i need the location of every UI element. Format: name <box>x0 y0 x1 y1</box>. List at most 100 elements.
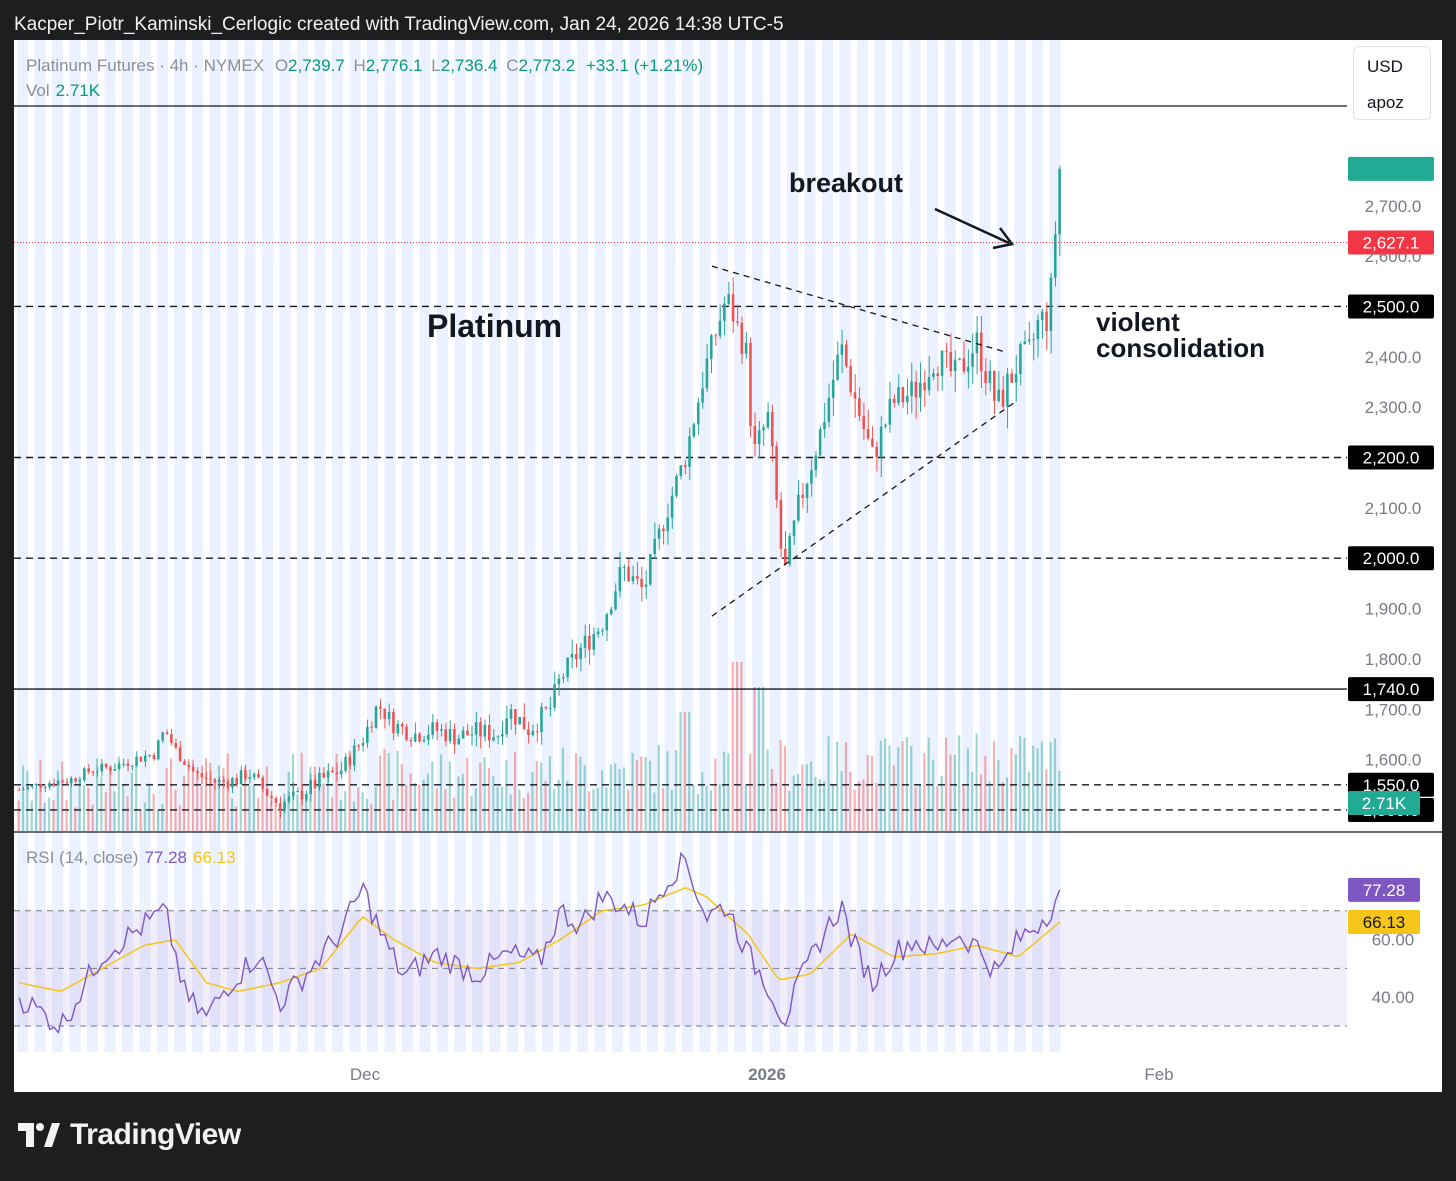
volume-bar <box>235 806 238 832</box>
candle-body <box>614 591 617 610</box>
session-band <box>227 40 238 1052</box>
candle-body <box>30 785 34 787</box>
level-tag: 2,500.0 <box>1363 297 1420 316</box>
candle-body <box>313 779 317 788</box>
volume-bar <box>627 789 630 832</box>
candle-body <box>461 730 465 739</box>
volume-bar <box>278 804 282 832</box>
candle-body <box>379 706 382 709</box>
high-value: 2,776.1 <box>365 56 423 75</box>
candle-body <box>696 402 700 425</box>
candle-body <box>945 350 948 352</box>
candle-body <box>557 678 561 685</box>
rsi-value: 77.28 <box>144 848 187 867</box>
volume-bar <box>426 773 430 832</box>
candle-body <box>971 353 974 367</box>
volume-bar <box>135 764 138 832</box>
chart-frame[interactable]: 1,600.0 1,700.0 1,800.0 1,900.0 2,000.0 2,100… <box>14 40 1442 1092</box>
candle-body <box>849 366 852 393</box>
candle-body <box>588 635 591 650</box>
volume-bar <box>836 741 839 832</box>
volume-bar <box>962 785 965 832</box>
volume-bar <box>357 787 360 832</box>
tradingview-logo[interactable]: TradingView <box>18 1118 241 1152</box>
volume-label[interactable]: Vol <box>26 81 50 100</box>
session-band <box>874 40 886 1052</box>
candle-body <box>278 803 282 811</box>
session-band <box>734 40 746 1052</box>
volume-bar <box>875 782 878 832</box>
candle-body <box>749 342 752 427</box>
volume-bar <box>418 784 421 832</box>
candle-body <box>966 366 970 372</box>
volume-bar <box>344 791 347 832</box>
candle-body <box>305 793 308 800</box>
volume-bar <box>169 758 173 832</box>
candle-body <box>805 483 809 499</box>
candle-body <box>736 321 739 323</box>
candle-body <box>1014 374 1018 383</box>
candle-body <box>1006 373 1009 407</box>
candle-body <box>300 790 304 800</box>
volume-bar <box>731 662 734 832</box>
trendline <box>711 401 1016 617</box>
low-label: L <box>431 56 441 75</box>
candle-body <box>470 734 474 736</box>
volume-bar <box>518 789 521 832</box>
volume-bar <box>801 764 804 832</box>
level-tag-bg <box>1348 445 1434 470</box>
unit-button[interactable]: apoz <box>1367 93 1404 112</box>
candle-body <box>1023 341 1027 345</box>
volume-bar <box>26 770 29 832</box>
candle-body <box>810 470 813 484</box>
volume-bar <box>1001 782 1004 832</box>
candle-body <box>26 786 29 790</box>
volume-bar <box>191 759 194 832</box>
session-band <box>612 40 623 1052</box>
volume-bar <box>705 786 708 832</box>
candle-body <box>200 773 204 778</box>
volume-bar <box>396 750 399 832</box>
session-band <box>139 40 151 1052</box>
volume-bar <box>313 766 316 832</box>
volume-bar <box>1058 770 1061 832</box>
volume-bar <box>448 761 451 832</box>
candle-body <box>69 778 73 783</box>
volume-bar <box>614 763 617 832</box>
rsi-ma-tag-bg <box>1348 909 1420 934</box>
high-label: H <box>353 56 366 75</box>
volume-bar <box>692 784 695 832</box>
volume-bar <box>196 771 199 832</box>
candle-body <box>561 677 565 679</box>
volume-bar <box>82 784 86 832</box>
volume-bar <box>992 741 996 832</box>
volume-bar <box>187 759 190 832</box>
rsi-label[interactable]: RSI (14, close) <box>26 848 139 867</box>
volume-bar <box>796 774 800 832</box>
open-value: 2,739.7 <box>288 56 345 75</box>
currency-unit-menu[interactable]: USD apoz <box>1353 46 1431 120</box>
close-value: 2,773.2 <box>518 56 576 75</box>
session-band <box>122 40 133 1052</box>
candle-body <box>984 371 987 384</box>
session-band <box>367 40 378 1052</box>
volume-value: 2.71K <box>55 81 101 100</box>
currency-button[interactable]: USD <box>1367 57 1403 76</box>
session-band <box>577 40 588 1052</box>
x-tick-label: Dec <box>350 1065 381 1084</box>
candle-body <box>139 756 143 762</box>
candle-body <box>35 783 38 786</box>
price-chart[interactable]: 1,600.0 1,700.0 1,800.0 1,900.0 2,000.0 2,100… <box>14 40 1442 1092</box>
candle-body <box>901 387 905 403</box>
candle-body <box>344 757 347 771</box>
candle-body <box>122 763 125 765</box>
candle-body <box>283 801 286 811</box>
volume-bar <box>901 740 904 832</box>
candle-body <box>1040 311 1044 321</box>
volume-bar <box>365 798 369 832</box>
symbol-label[interactable]: Platinum Futures · 4h · NYMEX <box>26 56 265 75</box>
volume-bar <box>174 789 177 832</box>
volume-bar <box>109 770 112 832</box>
volume-bar <box>261 778 264 832</box>
volume-bar <box>387 753 390 832</box>
